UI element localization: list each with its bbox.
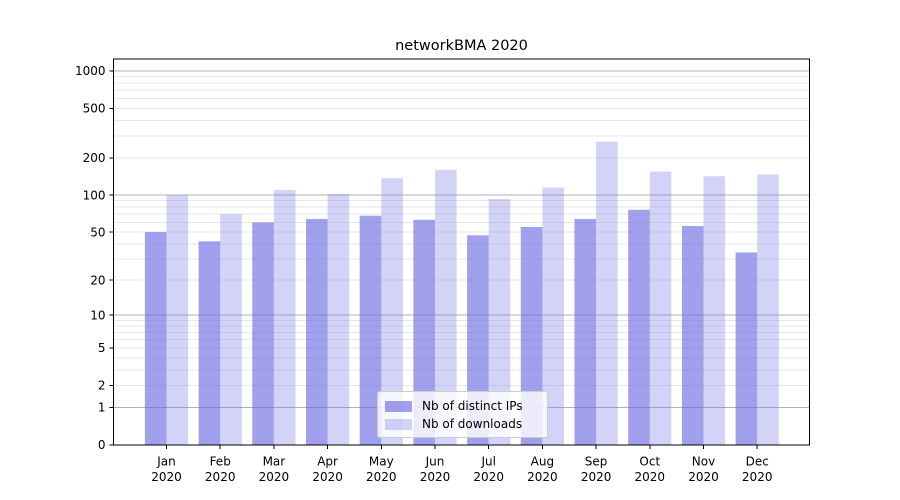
y-tick-label: 1 (98, 401, 106, 415)
chart-title: networkBMA 2020 (395, 38, 528, 54)
bar-downloads-dec (757, 174, 779, 446)
bar-distinct-ips-jan (144, 232, 167, 445)
bar-distinct-ips-oct (628, 209, 650, 445)
legend: Nb of distinct IPs Nb of downloads (377, 391, 548, 438)
x-tick-label: Jun 2020 (420, 455, 451, 485)
x-tick-label: Jul 2020 (473, 455, 504, 485)
bar-downloads-nov (703, 176, 726, 445)
legend-label-distinct-ips: Nb of distinct IPs (422, 399, 523, 413)
x-tick-label: Sep 2020 (581, 455, 612, 485)
plot-border (113, 58, 810, 446)
x-tick-label: May 2020 (366, 455, 397, 485)
bar-downloads-feb (220, 214, 242, 445)
bar-distinct-ips-feb (198, 241, 221, 445)
x-tick-label: Jan 2020 (151, 455, 182, 485)
x-tick-label: Aug 2020 (527, 455, 558, 485)
bar-downloads-aug (542, 187, 564, 446)
y-tick-label: 0 (98, 438, 106, 452)
bar-distinct-ips-aug (520, 227, 543, 445)
bar-downloads-apr (327, 193, 350, 445)
legend-swatch-distinct-ips (385, 400, 412, 412)
x-tick-label: Nov 2020 (688, 455, 719, 485)
y-tick-label: 50 (90, 225, 105, 239)
bar-distinct-ips-apr (306, 218, 328, 445)
bar-downloads-mar (273, 189, 296, 445)
legend-row-distinct-ips: Nb of distinct IPs (385, 398, 539, 414)
bar-downloads-jul (488, 198, 511, 445)
bar-downloads-jan (166, 195, 189, 445)
bar-distinct-ips-jun (413, 219, 435, 445)
legend-swatch-downloads (385, 418, 412, 430)
bar-downloads-oct (649, 171, 672, 445)
x-tick-label: Dec 2020 (742, 455, 773, 485)
bar-downloads-sep (596, 141, 618, 445)
y-tick-label: 5 (98, 341, 106, 355)
bar-downloads-jun (435, 169, 457, 445)
legend-row-downloads: Nb of downloads (385, 416, 539, 432)
x-tick-label: Oct 2020 (635, 455, 666, 485)
x-tick-label: Mar 2020 (259, 455, 290, 485)
bar-distinct-ips-dec (735, 252, 758, 445)
bar-distinct-ips-mar (252, 222, 274, 445)
bar-distinct-ips-nov (681, 226, 704, 445)
y-tick-label: 200 (83, 151, 106, 165)
x-tick-label: Apr 2020 (312, 455, 343, 485)
y-tick-label: 100 (83, 188, 106, 202)
y-tick-label: 10 (90, 308, 105, 322)
bar-distinct-ips-may (359, 215, 382, 445)
bar-distinct-ips-sep (574, 218, 597, 445)
y-tick-label: 2 (98, 379, 106, 393)
y-tick-label: 500 (83, 102, 106, 116)
y-tick-label: 1000 (75, 64, 106, 78)
legend-label-downloads: Nb of downloads (422, 417, 523, 431)
y-tick-label: 20 (90, 273, 105, 287)
bar-downloads-may (381, 178, 403, 445)
x-tick-label: Feb 2020 (205, 455, 236, 485)
